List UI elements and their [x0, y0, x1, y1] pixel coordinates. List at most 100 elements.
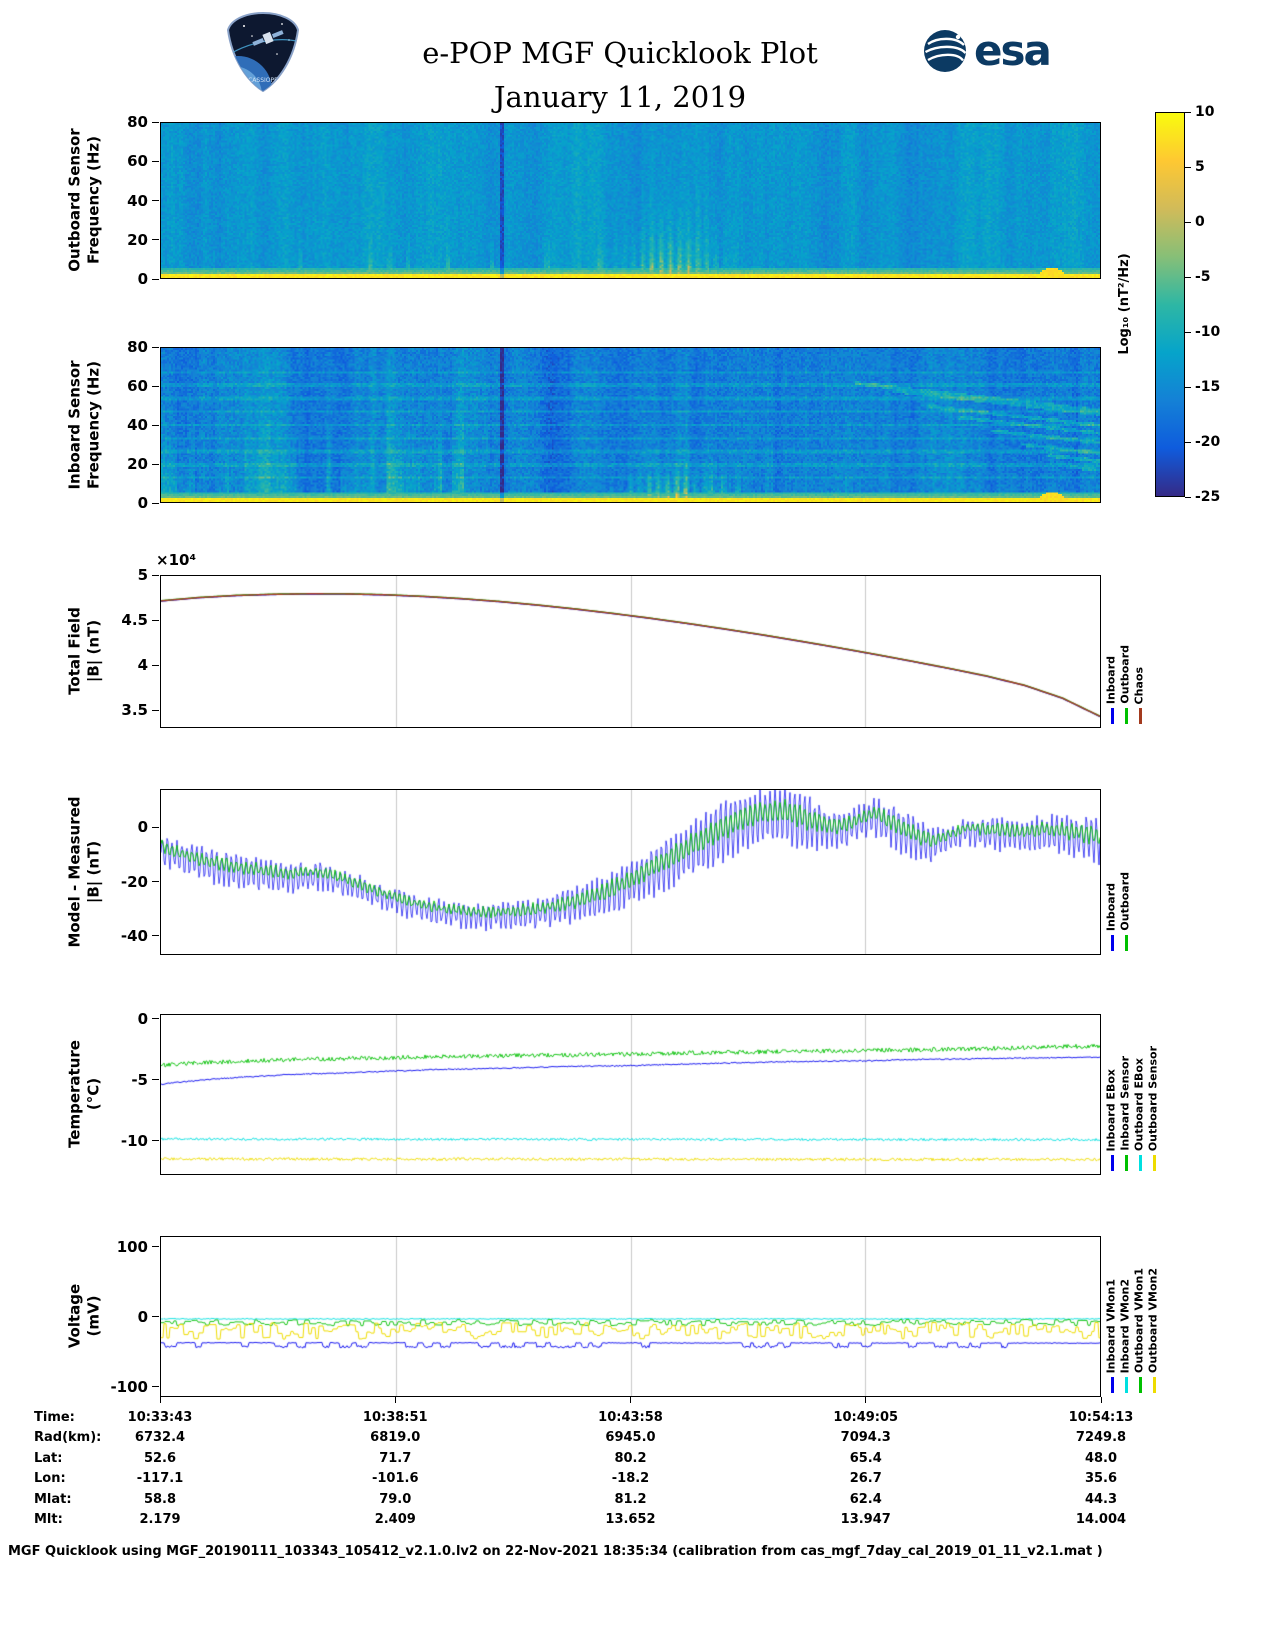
- y-tick-label: 3.5: [121, 701, 148, 719]
- legend-color-dash: [1125, 708, 1128, 724]
- table-cell: 14.004: [1075, 1512, 1127, 1527]
- total-field-exponent-label: ×10⁴: [156, 551, 197, 569]
- legend-label: Outboard VMon2: [1146, 1268, 1160, 1373]
- y-tick-label: 0: [137, 818, 148, 837]
- table-cell: 10:49:05: [833, 1410, 899, 1425]
- y-tick-label: 4: [137, 656, 148, 674]
- total-field-plot: [161, 576, 1100, 727]
- panel-model-minus-measured: [160, 789, 1101, 955]
- table-row-label: Mlt:: [34, 1512, 63, 1527]
- table-row-label: Mlat:: [34, 1491, 72, 1507]
- y-tick-mark: [152, 664, 159, 666]
- patch-text: CASSIOPE: [248, 77, 278, 84]
- y-tick-mark: [152, 385, 159, 387]
- table-cell: 79.0: [379, 1491, 412, 1507]
- panel-temperature: [160, 1014, 1101, 1175]
- footer-text: MGF Quicklook using MGF_20190111_103343_…: [8, 1544, 1103, 1559]
- y-tick-label: 20: [127, 455, 148, 473]
- y-tick-label: 5: [137, 566, 148, 584]
- y-tick-mark: [152, 619, 159, 621]
- table-cell: 80.2: [614, 1450, 647, 1466]
- table-cell: 10:54:13: [1068, 1410, 1134, 1425]
- y-tick-label: 40: [127, 191, 148, 210]
- y-tick-label: 0: [137, 494, 148, 512]
- legend-entry: Inboard: [1104, 577, 1118, 724]
- x-tick-mark: [394, 1397, 396, 1403]
- y-tick-mark: [152, 1246, 159, 1247]
- legend-label: Outboard EBox: [1132, 1058, 1146, 1151]
- legend-color-dash: [1139, 708, 1142, 724]
- table-row-label: Lat:: [34, 1450, 63, 1466]
- legend-color-dash: [1139, 1155, 1142, 1171]
- table-cell: 6819.0: [370, 1430, 421, 1446]
- table-cell: -18.2: [611, 1471, 650, 1487]
- y-tick-label: -20: [120, 872, 148, 891]
- colorbar-tick: [1185, 386, 1191, 388]
- legend-entry: Outboard: [1118, 791, 1132, 951]
- x-tick-mark: [865, 1397, 867, 1403]
- table-cell: 35.6: [1084, 1471, 1118, 1487]
- colorbar-tick-label: -25: [1195, 489, 1221, 505]
- table-cell: 6945.0: [605, 1430, 656, 1446]
- legend-label: Outboard Sensor: [1146, 1045, 1160, 1151]
- table-cell: 48.0: [1084, 1450, 1118, 1466]
- y-tick-mark: [152, 1386, 159, 1387]
- legend-entry: Outboard Sensor: [1146, 1016, 1160, 1171]
- colorbar-tick: [1185, 166, 1191, 168]
- legend-label: Inboard EBox: [1104, 1068, 1118, 1151]
- y-tick-mark: [152, 935, 159, 937]
- table-cell: 44.3: [1084, 1491, 1118, 1507]
- y-tick-label: 0: [137, 1307, 148, 1326]
- y-tick-mark: [152, 881, 159, 883]
- legend-label: Inboard VMon2: [1118, 1278, 1132, 1373]
- legend-color-dash: [1153, 1377, 1156, 1393]
- total_field-legend: Inboard Outboard Chaos: [1104, 577, 1146, 724]
- legend-entry: Inboard: [1104, 791, 1118, 951]
- legend-label: Outboard: [1118, 872, 1132, 931]
- table-cell: 62.4: [849, 1491, 882, 1507]
- mission-patch-logo: CASSIOPE: [222, 10, 304, 98]
- legend-label: Outboard VMon1: [1132, 1268, 1146, 1373]
- table-cell: 7249.8: [1075, 1430, 1127, 1446]
- esa-logo: esa: [922, 26, 1052, 75]
- legend-label: Inboard VMon1: [1104, 1278, 1118, 1373]
- table-cell: -101.6: [371, 1471, 419, 1487]
- legend-entry: Outboard VMon1: [1132, 1238, 1146, 1393]
- panel-outboard-spectrogram: [160, 122, 1101, 279]
- table-cell: 13.652: [605, 1512, 656, 1527]
- model_minus_measured-legend: Inboard Outboard: [1104, 791, 1132, 951]
- legend-entry: Outboard: [1118, 577, 1132, 724]
- legend-entry: Inboard VMon2: [1118, 1238, 1132, 1393]
- table-cell: 10:43:58: [598, 1410, 663, 1425]
- y-tick-mark: [152, 121, 159, 123]
- legend-color-dash: [1111, 1377, 1114, 1393]
- legend-color-dash: [1139, 1377, 1142, 1393]
- legend-entry: Inboard VMon1: [1104, 1238, 1118, 1393]
- legend-color-dash: [1111, 1155, 1114, 1171]
- y-tick-label: 60: [127, 152, 148, 171]
- table-cell: 71.7: [379, 1450, 412, 1466]
- patch-orbit-line: [229, 39, 298, 55]
- y-tick-label: 80: [127, 338, 148, 356]
- y-tick-mark: [152, 239, 159, 241]
- table-row-label: Time:: [34, 1410, 75, 1425]
- y-tick-mark: [152, 278, 159, 280]
- esa-wordmark: esa: [974, 26, 1052, 75]
- legend-entry: Outboard EBox: [1132, 1016, 1146, 1171]
- inboard-spectrogram-image: [161, 348, 1100, 502]
- colorbar-tick: [1185, 496, 1191, 498]
- y-tick-mark: [152, 346, 159, 348]
- model-minus-measured-plot: [161, 790, 1100, 954]
- y-tick-label: -5: [131, 1070, 148, 1089]
- table-row-label: Lon:: [34, 1471, 66, 1487]
- colorbar-tick: [1185, 276, 1191, 278]
- colorbar-tick-label: -10: [1195, 324, 1221, 340]
- outboard-spectrogram-image: [161, 123, 1100, 278]
- table-cell: 7094.3: [840, 1430, 891, 1446]
- legend-color-dash: [1125, 1377, 1128, 1393]
- legend-entry: Outboard VMon2: [1146, 1238, 1160, 1393]
- legend-color-dash: [1153, 1155, 1156, 1171]
- y-tick-mark: [152, 574, 159, 576]
- colorbar-tick-label: -5: [1195, 269, 1211, 285]
